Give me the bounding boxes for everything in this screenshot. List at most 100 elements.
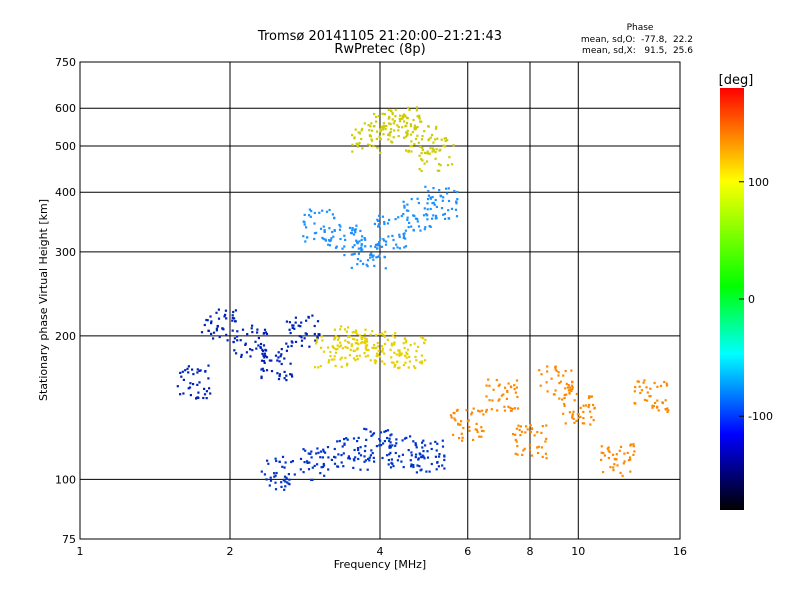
data-point	[308, 208, 311, 211]
data-point	[261, 352, 264, 355]
data-point	[602, 452, 605, 455]
data-point	[387, 108, 390, 111]
data-point	[410, 140, 413, 143]
data-point	[344, 238, 347, 241]
data-point	[515, 379, 519, 382]
data-point	[627, 459, 631, 462]
data-point	[204, 370, 207, 373]
data-point	[406, 134, 409, 137]
data-point	[401, 117, 404, 120]
data-point	[256, 328, 259, 331]
data-point	[378, 214, 381, 217]
data-point	[414, 128, 417, 131]
data-point	[259, 346, 262, 349]
data-point	[352, 337, 355, 340]
data-point	[233, 349, 236, 352]
data-point	[429, 147, 432, 150]
data-point	[284, 485, 287, 488]
data-point	[323, 230, 326, 233]
data-point	[538, 369, 541, 372]
x-tick-label: 1	[77, 545, 84, 558]
data-point	[353, 459, 356, 462]
data-point	[339, 328, 342, 331]
data-point	[618, 449, 621, 452]
data-point	[412, 119, 415, 122]
data-point	[212, 337, 215, 340]
data-point	[380, 125, 383, 128]
data-point	[263, 352, 266, 355]
data-point	[338, 223, 341, 227]
data-point	[339, 358, 342, 361]
data-point	[209, 315, 212, 318]
data-point	[431, 217, 434, 220]
data-point	[354, 231, 357, 234]
data-point	[343, 254, 346, 257]
data-point	[632, 445, 635, 448]
data-point	[264, 331, 267, 334]
data-point	[398, 233, 401, 236]
data-point	[416, 134, 419, 137]
data-point	[460, 432, 463, 435]
data-point	[541, 425, 544, 428]
data-point	[260, 470, 263, 473]
data-point	[359, 468, 362, 471]
data-point	[505, 397, 508, 400]
data-point	[327, 243, 330, 246]
data-point	[394, 218, 397, 221]
data-point	[417, 141, 420, 144]
data-point	[244, 343, 247, 346]
data-point	[381, 332, 384, 335]
y-tick-label: 600	[55, 102, 76, 115]
data-point	[415, 109, 418, 112]
data-point	[306, 461, 309, 464]
data-point	[443, 212, 446, 216]
data-point	[378, 241, 381, 244]
data-point	[500, 394, 503, 397]
data-point	[432, 148, 435, 151]
data-point	[360, 238, 363, 241]
data-point	[367, 348, 370, 351]
y-tick-label: 200	[55, 330, 76, 343]
data-point	[380, 444, 383, 447]
data-point	[334, 348, 337, 351]
data-point	[666, 407, 669, 410]
colorbar: [deg] 100 0 -100	[719, 73, 773, 510]
data-point	[515, 386, 518, 389]
colorbar-ticks: 100 0 -100	[739, 176, 773, 423]
x-tick-label: 8	[527, 545, 534, 558]
data-point	[397, 216, 400, 219]
data-point	[382, 333, 385, 336]
data-point	[356, 440, 359, 443]
data-point	[482, 430, 485, 433]
data-point	[325, 210, 329, 213]
data-point	[395, 442, 398, 445]
data-point	[442, 144, 445, 147]
data-point	[424, 444, 427, 447]
data-point	[210, 320, 213, 323]
data-point	[231, 314, 234, 317]
data-point	[231, 319, 234, 322]
data-point	[406, 203, 409, 206]
data-point	[335, 245, 338, 248]
data-point	[436, 461, 439, 464]
data-point	[509, 406, 512, 409]
data-point	[632, 453, 635, 456]
data-point	[327, 456, 330, 459]
data-point	[554, 366, 557, 369]
data-point	[443, 467, 446, 470]
data-point	[661, 401, 664, 405]
data-point	[315, 452, 318, 455]
data-point	[270, 370, 274, 373]
data-point	[192, 383, 195, 386]
data-point	[338, 336, 341, 339]
data-point	[428, 152, 431, 155]
data-point	[410, 144, 413, 147]
data-point	[557, 374, 560, 377]
data-point	[368, 456, 371, 459]
data-point	[398, 351, 401, 354]
data-point	[407, 226, 410, 229]
data-point	[426, 218, 429, 221]
data-point	[540, 446, 543, 449]
data-point	[266, 459, 269, 462]
data-point	[630, 443, 633, 446]
